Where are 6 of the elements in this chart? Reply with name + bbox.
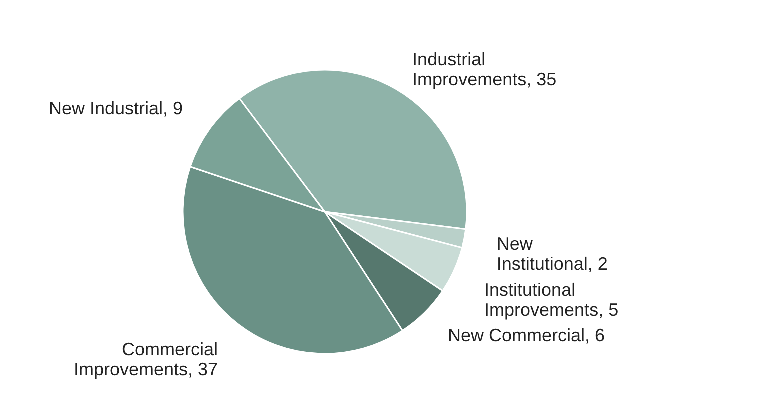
slice-label: New Commercial, 6	[448, 325, 606, 346]
slice-label: New Industrial, 9	[48, 98, 184, 119]
slice-label: Industrial Improvements, 35	[412, 49, 557, 90]
slice-label: Commercial Improvements, 37	[74, 340, 218, 380]
slice-label: Institutional Improvements, 5	[484, 280, 619, 320]
slice-label: New Institutional, 2	[496, 234, 608, 274]
